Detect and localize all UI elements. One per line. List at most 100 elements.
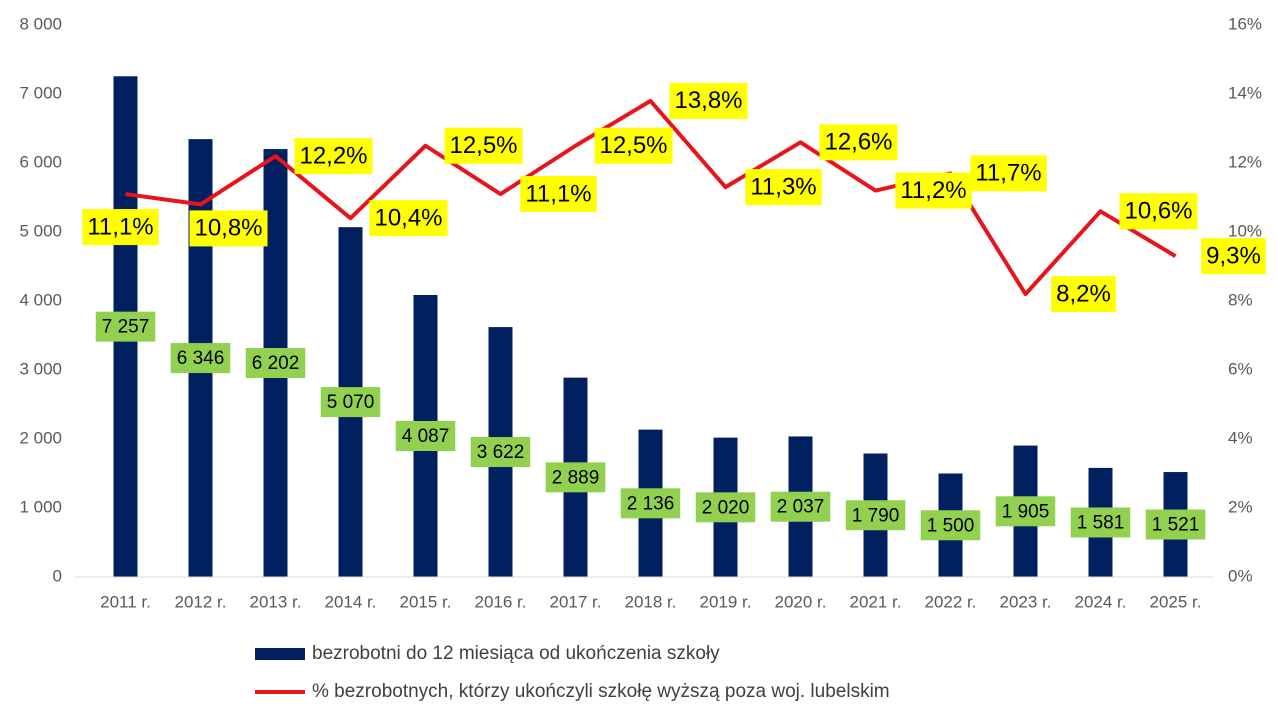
line-label-bg [369,200,448,237]
bar-label-text: 5 070 [327,392,375,413]
bar-label: 6 346 [170,343,231,374]
line-label: 12,6% [819,124,898,161]
bar-label-bg [170,343,231,374]
y2-tick-label: 6% [1228,359,1253,378]
x-tick-label: 2022 r. [925,592,977,611]
y-tick-label: 3 000 [19,359,62,378]
line-label-text: 12,2% [299,142,367,169]
line-label-bg [895,172,972,209]
x-tick-label: 2016 r. [475,592,527,611]
bar-label-text: 2 020 [702,497,750,518]
x-tick-label: 2017 r. [550,592,602,611]
y-tick-label: 8 000 [19,14,62,33]
line-label-text: 9,3% [1206,242,1261,269]
bar-label-text: 1 500 [927,515,975,536]
bar-label-text: 3 622 [477,442,525,463]
x-tick-label: 2021 r. [850,592,902,611]
bar-label: 1 500 [920,510,981,541]
y-tick-label: 7 000 [19,83,62,102]
line-label-text: 10,6% [1124,198,1192,225]
bar-label-bg [1070,507,1131,538]
line-label-bg [970,155,1047,192]
x-tick-label: 2024 r. [1075,592,1127,611]
line-label: 8,2% [1051,276,1116,313]
line-label-text: 11,2% [900,177,966,204]
bar-label-bg [470,437,531,468]
bar-label: 1 790 [845,500,906,531]
y2-tick-label: 4% [1228,428,1253,447]
x-tick-label: 2014 r. [325,592,377,611]
y2-tick-label: 16% [1228,14,1262,33]
bar-label: 2 889 [545,462,606,493]
bar-label: 2 020 [695,492,756,523]
y-tick-label: 2 000 [19,428,62,447]
bar-label-bg [95,311,156,342]
line-label-text: 11,1% [87,213,153,240]
bar-label-text: 1 581 [1077,512,1125,533]
y2-tick-label: 12% [1228,152,1262,171]
bar-label-bg [620,488,681,519]
line-label-bg [594,127,673,164]
bar-label-text: 6 202 [252,353,300,374]
y2-tick-label: 10% [1228,221,1262,240]
line-label-bg [1201,238,1266,275]
bar-label-text: 1 790 [852,505,900,526]
line-label: 12,5% [594,127,673,164]
line-label: 10,8% [189,210,268,247]
y2-tick-label: 8% [1228,290,1253,309]
line-label-text: 8,2% [1056,280,1111,307]
line-label-text: 12,6% [824,129,892,156]
bar-label-bg [1145,509,1206,540]
line-label: 11,2% [895,172,972,209]
bar-label-text: 2 037 [777,497,825,518]
x-tick-label: 2015 r. [400,592,452,611]
line-label-bg [1119,193,1198,230]
line-label-bg [520,176,597,213]
line-label-bg [669,82,748,119]
x-tick-label: 2013 r. [250,592,302,611]
y2-tick-label: 0% [1228,566,1253,585]
line-label-text: 12,5% [449,132,517,159]
bar-label-bg [245,348,306,379]
line-label: 11,7% [970,155,1047,192]
line-label: 9,3% [1201,238,1266,275]
bar-label-text: 7 257 [102,317,150,338]
legend-swatch [255,648,305,660]
line-label-text: 10,4% [374,205,442,232]
line-label-text: 10,8% [194,215,262,242]
line-label-bg [189,210,268,247]
x-tick-label: 2012 r. [175,592,227,611]
bar-label-bg [995,496,1056,527]
legend-label: bezrobotni do 12 miesiąca od ukończenia … [312,643,720,664]
line-label: 11,3% [745,169,822,206]
x-tick-label: 2025 r. [1150,592,1202,611]
bar-label-bg [395,420,456,451]
y-tick-label: 6 000 [19,152,62,171]
x-tick-label: 2019 r. [700,592,752,611]
line-label-bg [745,169,822,206]
bar-label: 2 136 [620,488,681,519]
line-label-bg [1051,276,1116,313]
line-label-bg [444,127,523,164]
bar-label: 1 905 [995,496,1056,527]
line-label: 10,4% [369,200,448,237]
line-label: 11,1% [82,209,159,246]
x-tick-label: 2011 r. [100,592,151,611]
line-label-text: 11,7% [975,160,1041,187]
line-label-text: 13,8% [674,87,742,114]
x-tick-label: 2020 r. [775,592,827,611]
x-tick-label: 2018 r. [625,592,677,611]
y-tick-label: 5 000 [19,221,62,240]
bar-label: 5 070 [320,387,381,418]
line-label-bg [294,138,373,175]
line-label-bg [819,124,898,161]
bar-label: 3 622 [470,437,531,468]
legend-label: % bezrobotnych, którzy ukończyli szkołę … [312,681,890,702]
line-label: 12,2% [294,138,373,175]
bar-label-text: 4 087 [402,426,450,447]
line-label-text: 11,1% [525,180,591,207]
bar-label-bg [920,510,981,541]
bar-label-text: 1 521 [1152,515,1200,536]
bar-label-bg [545,462,606,493]
